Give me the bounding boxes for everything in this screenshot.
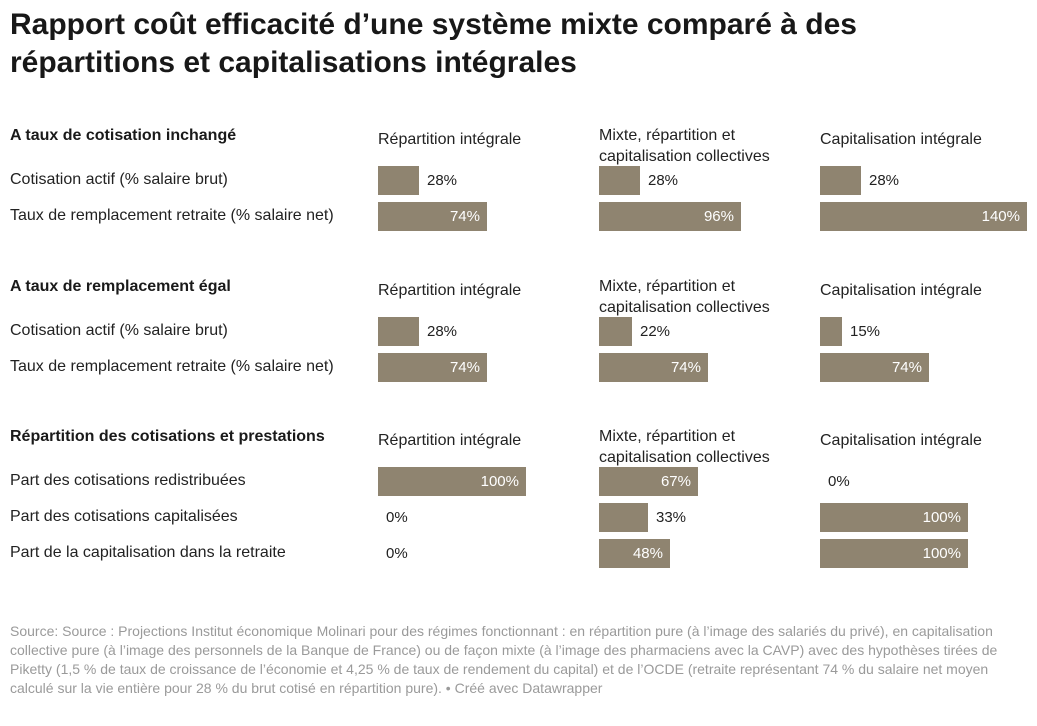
data-label: 33% — [656, 509, 687, 526]
column-header: Mixte, répartition et capitalisation col… — [599, 278, 770, 316]
bar — [599, 317, 632, 346]
data-label: 28% — [869, 172, 900, 189]
section-title: A taux de remplacement égal — [10, 278, 231, 295]
column-header: Mixte, répartition et capitalisation col… — [599, 428, 770, 466]
column-header: Mixte, répartition et capitalisation col… — [599, 127, 770, 165]
bar — [820, 166, 861, 195]
bar — [820, 202, 1027, 231]
row-label: Taux de remplacement retraite (% salaire… — [10, 207, 334, 224]
data-label: 100% — [480, 473, 519, 490]
bar — [599, 539, 670, 568]
row-label: Part des cotisations capitalisées — [10, 508, 238, 525]
column-header: Répartition intégrale — [378, 131, 522, 148]
bar — [599, 166, 640, 195]
data-label: 28% — [648, 172, 679, 189]
data-label: 22% — [640, 323, 671, 340]
column-header: Répartition intégrale — [378, 432, 522, 449]
bar — [820, 503, 968, 532]
row-label: Part de la capitalisation dans la retrai… — [10, 544, 286, 561]
source-note: Source: Source : Projections Institut éc… — [10, 623, 998, 696]
column-header: Répartition intégrale — [378, 282, 522, 299]
data-label: 28% — [427, 172, 458, 189]
data-label: 0% — [386, 545, 408, 562]
data-label: 96% — [703, 208, 734, 225]
bar — [378, 166, 419, 195]
data-label: 74% — [891, 359, 922, 376]
data-label: 0% — [828, 473, 850, 490]
bar — [378, 353, 487, 382]
bar — [820, 353, 929, 382]
section-title: A taux de cotisation inchangé — [10, 127, 237, 144]
column-header: Capitalisation intégrale — [820, 432, 982, 449]
data-label: 100% — [922, 545, 961, 562]
bar — [599, 202, 741, 231]
data-label: 74% — [449, 208, 480, 225]
row-label: Cotisation actif (% salaire brut) — [10, 322, 228, 339]
data-label: 74% — [670, 359, 701, 376]
bar — [378, 202, 487, 231]
data-label: 28% — [427, 323, 458, 340]
bar — [820, 317, 842, 346]
row-label: Taux de remplacement retraite (% salaire… — [10, 358, 334, 375]
data-label: 74% — [449, 359, 480, 376]
column-header: Capitalisation intégrale — [820, 282, 982, 299]
row-label: Part des cotisations redistribuées — [10, 472, 246, 489]
bar — [599, 467, 698, 496]
data-label: 48% — [632, 545, 663, 562]
bar — [378, 467, 526, 496]
bar — [378, 317, 419, 346]
bar — [599, 353, 708, 382]
row-label: Cotisation actif (% salaire brut) — [10, 171, 228, 188]
data-label: 100% — [922, 509, 961, 526]
data-label: 0% — [386, 509, 408, 526]
column-header: Capitalisation intégrale — [820, 131, 982, 148]
section-title: Répartition des cotisations et prestatio… — [10, 428, 325, 445]
data-label: 15% — [850, 323, 881, 340]
data-label: 67% — [660, 473, 691, 490]
data-label: 140% — [981, 208, 1020, 225]
bar — [820, 539, 968, 568]
bar — [599, 503, 648, 532]
chart-title: Rapport coût efficacité d’une système mi… — [10, 8, 857, 79]
